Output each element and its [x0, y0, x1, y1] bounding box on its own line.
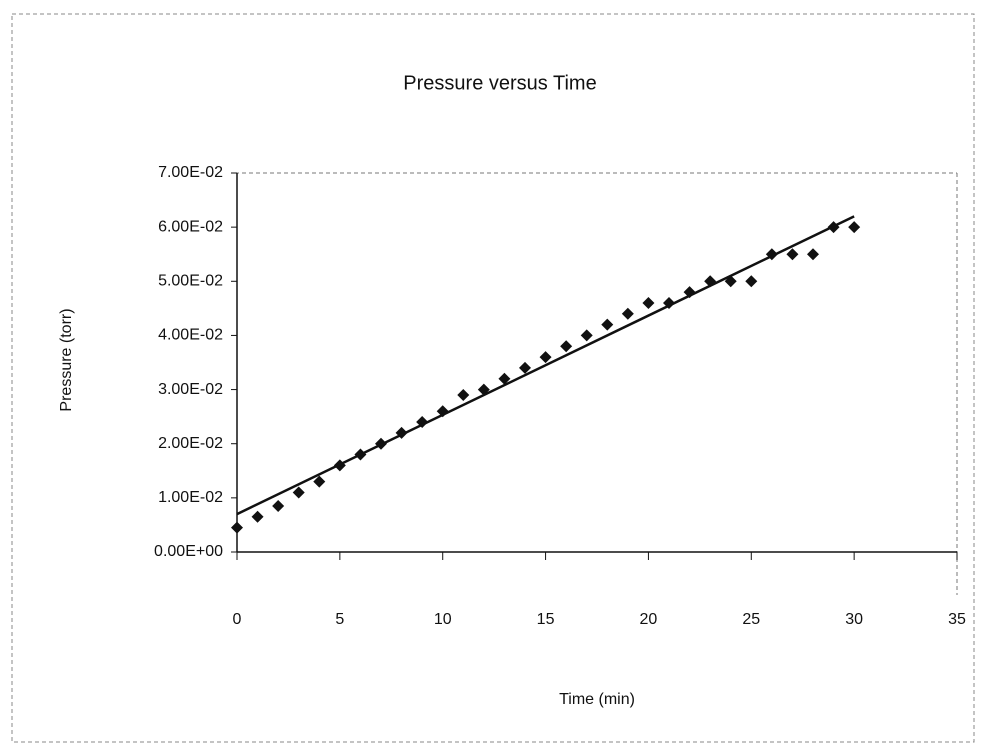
x-tick-label: 25 — [742, 611, 760, 628]
point — [848, 221, 860, 233]
x-tick-label: 20 — [640, 611, 658, 628]
y-tick-label: 7.00E-02 — [158, 164, 223, 181]
x-tick-label: 30 — [845, 611, 863, 628]
y-tick-label: 4.00E-02 — [158, 327, 223, 344]
point — [745, 275, 757, 287]
y-axis-label: Pressure (torr) — [58, 308, 75, 411]
point — [293, 486, 305, 498]
point — [642, 297, 654, 309]
y-tick-label: 6.00E-02 — [158, 218, 223, 235]
x-tick-label: 15 — [537, 611, 555, 628]
point — [560, 340, 572, 352]
x-tick-label: 0 — [233, 611, 242, 628]
x-tick-label: 5 — [335, 611, 344, 628]
point — [807, 248, 819, 260]
point — [252, 511, 264, 523]
page: Pressure versus Time Time (min) Pressure… — [0, 0, 981, 745]
point — [786, 248, 798, 260]
point — [540, 351, 552, 363]
y-tick-label: 0.00E+00 — [154, 543, 223, 560]
y-tick-label: 3.00E-02 — [158, 381, 223, 398]
point — [622, 308, 634, 320]
point — [601, 319, 613, 331]
point — [231, 522, 243, 534]
x-axis-label: Time (min) — [559, 691, 635, 708]
chart: Pressure versus Time Time (min) Pressure… — [0, 0, 981, 745]
x-tick-label: 10 — [434, 611, 452, 628]
y-tick-label: 2.00E-02 — [158, 435, 223, 452]
chart-border — [12, 14, 974, 742]
y-tick-label: 1.00E-02 — [158, 489, 223, 506]
trendline — [237, 216, 854, 514]
y-tick-label: 5.00E-02 — [158, 273, 223, 290]
x-tick-label: 35 — [948, 611, 966, 628]
point — [272, 500, 284, 512]
point — [581, 329, 593, 341]
chart-title: Pressure versus Time — [403, 72, 596, 94]
point — [457, 389, 469, 401]
